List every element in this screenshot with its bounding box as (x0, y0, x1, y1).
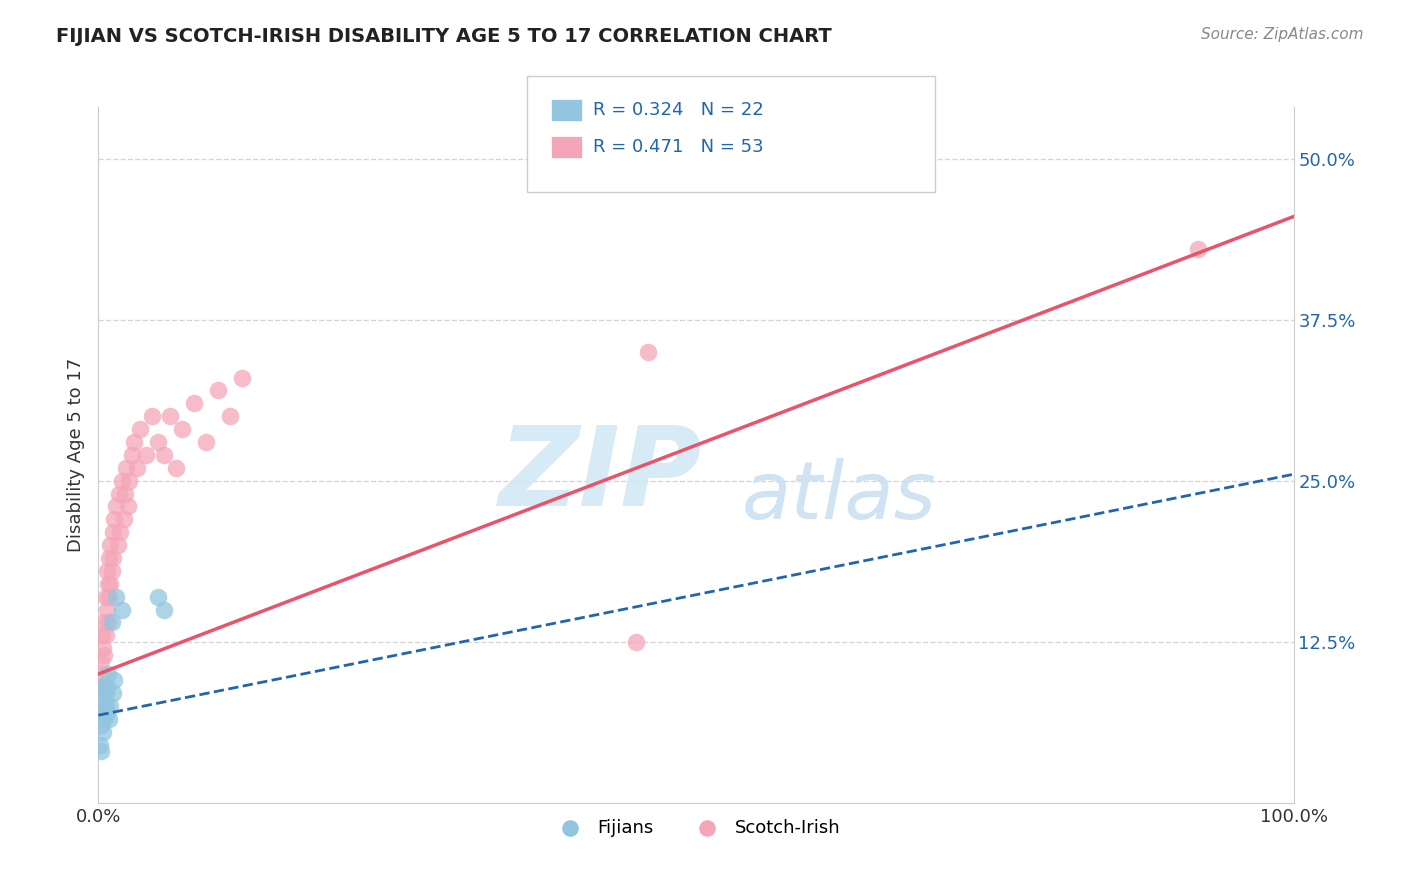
Point (121, 448, 143, 462)
Point (111, 602, 134, 616)
Point (93, 648, 115, 662)
Point (94, 686, 117, 700)
Point (90, 692, 112, 706)
Point (195, 435, 218, 450)
Point (96, 602, 118, 616)
Point (94, 628, 117, 642)
Point (91, 706, 114, 720)
Point (94, 699, 117, 714)
Point (107, 538, 129, 552)
Point (148, 590, 170, 604)
Point (89, 706, 111, 720)
Point (91, 680, 114, 694)
Point (98, 576, 122, 591)
Point (90, 744, 112, 758)
Point (1187, 242, 1209, 256)
Point (129, 422, 152, 436)
Point (101, 551, 124, 566)
Point (231, 370, 253, 384)
Text: R = 0.471   N = 53: R = 0.471 N = 53 (593, 138, 763, 156)
Point (93, 615, 115, 630)
Point (101, 686, 124, 700)
Point (153, 448, 176, 462)
Point (125, 460, 148, 475)
Point (96, 680, 118, 694)
Point (115, 460, 138, 475)
Point (114, 486, 136, 500)
Point (159, 409, 181, 424)
Point (148, 435, 170, 450)
Point (103, 673, 125, 688)
Point (91, 680, 114, 694)
Text: atlas: atlas (742, 458, 936, 536)
Point (91, 692, 114, 706)
Point (107, 486, 129, 500)
Point (91, 628, 114, 642)
Point (89, 738, 111, 752)
Point (98, 699, 122, 714)
Point (98, 712, 121, 726)
Y-axis label: Disability Age 5 to 17: Disability Age 5 to 17 (66, 358, 84, 552)
Point (98, 538, 122, 552)
Point (105, 590, 128, 604)
Text: FIJIAN VS SCOTCH-IRISH DISABILITY AGE 5 TO 17 CORRELATION CHART: FIJIAN VS SCOTCH-IRISH DISABILITY AGE 5 … (56, 27, 832, 45)
Point (101, 525, 124, 540)
Point (96, 706, 118, 720)
Point (108, 525, 131, 540)
Point (207, 384, 229, 398)
Point (135, 448, 157, 462)
Point (97, 667, 120, 681)
Point (100, 564, 122, 578)
Point (637, 344, 659, 359)
Text: Source: ZipAtlas.com: Source: ZipAtlas.com (1201, 27, 1364, 42)
Point (97, 615, 120, 630)
Point (117, 500, 139, 514)
Text: R = 0.324   N = 22: R = 0.324 N = 22 (593, 101, 763, 119)
Point (103, 512, 125, 526)
Point (141, 409, 163, 424)
Point (112, 512, 135, 526)
Point (626, 634, 648, 648)
Legend: Fijians, Scotch-Irish: Fijians, Scotch-Irish (544, 812, 848, 844)
Point (183, 396, 205, 410)
Point (89, 680, 111, 694)
Point (94, 590, 117, 604)
Point (90, 718, 112, 732)
Point (91, 641, 114, 656)
Point (93, 712, 115, 726)
Point (111, 474, 134, 488)
Point (98, 551, 121, 566)
Point (100, 615, 122, 630)
Point (96, 564, 118, 578)
Point (105, 500, 128, 514)
Point (124, 435, 146, 450)
Point (165, 460, 187, 475)
Text: ZIP: ZIP (499, 422, 702, 529)
Point (153, 602, 176, 616)
Point (90, 654, 112, 668)
Point (91, 667, 114, 681)
Point (219, 409, 242, 424)
Point (172, 422, 194, 436)
Point (118, 474, 141, 488)
Point (91, 725, 114, 739)
Point (97, 576, 120, 591)
Point (98, 590, 121, 604)
